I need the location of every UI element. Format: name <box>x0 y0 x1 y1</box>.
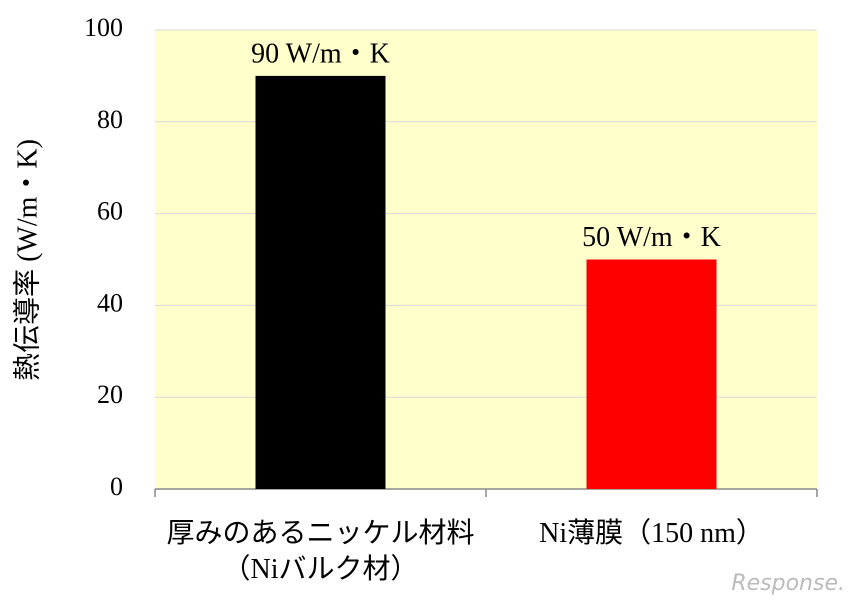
x-tick-label: Ni薄膜（150 nm） <box>539 517 764 549</box>
bar <box>255 75 386 490</box>
bar <box>586 259 717 489</box>
y-tick-label: 80 <box>97 105 123 134</box>
value-label: 90 W/m・K <box>251 38 390 69</box>
y-axis-label: 熱伝導率 (W/m・K) <box>11 139 43 381</box>
watermark: Response. <box>731 571 845 596</box>
plot-area <box>155 30 817 489</box>
value-label: 50 W/m・K <box>582 222 721 253</box>
y-tick-label: 0 <box>110 472 123 501</box>
y-tick-label: 100 <box>84 13 123 42</box>
y-tick-label: 60 <box>97 197 123 226</box>
y-tick-label: 40 <box>97 288 123 317</box>
y-tick-label: 20 <box>97 380 123 409</box>
x-tick-label: 厚みのあるニッケル材料（Niバルク材） <box>166 517 474 585</box>
